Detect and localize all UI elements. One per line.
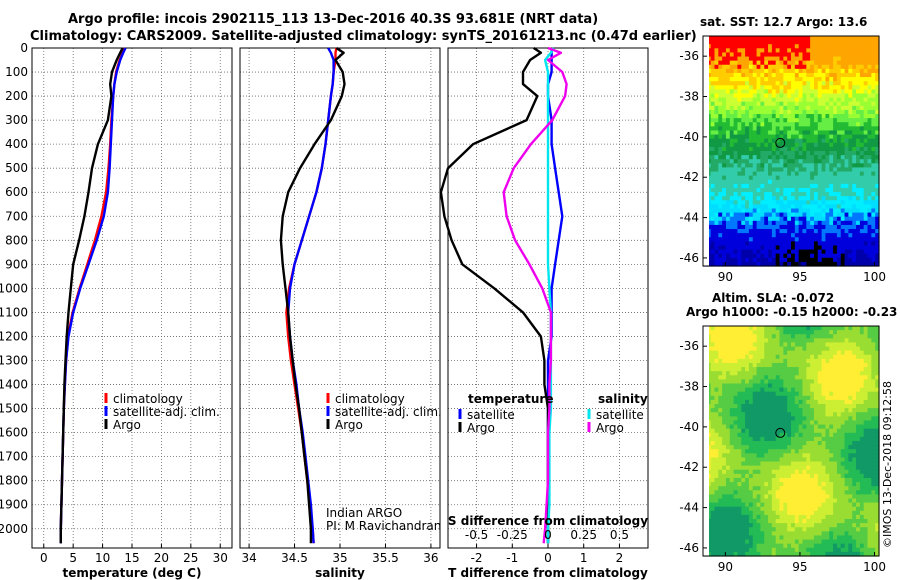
y-tick-label: 700 [5,209,28,223]
y-tick-label: 300 [5,113,28,127]
x-tick-label: 34 [241,551,256,565]
legend-label: satellite-adj. clim. [113,405,220,419]
legend-label: Argo [467,421,495,435]
legend-label: satellite [467,408,515,422]
y-tick-label: 1600 [0,426,28,440]
y-tick-label: 600 [5,185,28,199]
y-tick-label: 1100 [0,305,28,319]
x-tick-label: 2 [616,551,624,565]
legend-label: satellite [596,408,644,422]
y-tick-label: 1800 [0,474,28,488]
y-tick-label: 1900 [0,498,28,512]
y-tick-label: 1500 [0,402,28,416]
legend-label: Argo [596,421,624,435]
y-tick-label: 0 [20,41,28,55]
x-tick-label: 5 [69,551,77,565]
x-axis-label-top: S difference from climatology [448,514,648,528]
temperature-line-2 [59,47,124,544]
x-tick-label: 15 [124,551,139,565]
y-tick-label: 1200 [0,329,28,343]
x-tick-label: 0 [544,551,552,565]
x-tick-label: 20 [154,551,169,565]
x-tick-label: 36 [423,551,438,565]
x-tick-label: 0 [40,551,48,565]
x-tick-label-s: -0.25 [497,528,528,542]
x-tick-label: 35.5 [372,551,399,565]
y-tick-label: 100 [5,65,28,79]
x-axis-label: T difference from climatology [448,566,648,580]
x-tick-label-s: 0.5 [610,528,629,542]
panel-temperature: 0 5 10 15 20 25 300100200300400500600700800900… [0,41,233,580]
x-tick-label: 35 [332,551,347,565]
y-tick-label: 1000 [0,281,28,295]
x-axis-label: temperature (deg C) [63,566,202,580]
legend-group-salinity: salinity [598,392,648,406]
x-tick-label-s: -0.5 [465,528,488,542]
x-tick-label: -1 [506,551,518,565]
salinity-line-1 [287,47,335,544]
y-tick-label: 1400 [0,378,28,392]
legend-label: satellite-adj. clim. [335,405,442,419]
diff-line-3 [502,46,568,544]
panel-difference: -2 -1 0 1 2T difference from climatology S di… [439,46,649,580]
x-tick-label-s: 0.25 [570,528,597,542]
x-axis-label: salinity [315,566,365,580]
x-tick-label: 25 [183,551,198,565]
y-tick-label: 800 [5,233,28,247]
legend-label: climatology [335,392,405,406]
y-tick-label: 1300 [0,354,28,368]
y-tick-label: 400 [5,137,28,151]
annotation-text: PI: M Ravichandran [326,519,441,533]
y-tick-label: 900 [5,257,28,271]
x-tick-label: -2 [471,551,483,565]
x-tick-label: 34.5 [281,551,308,565]
y-tick-label: 1700 [0,450,28,464]
legend-label: Argo [335,418,363,432]
legend-group-temperature: temperature [468,392,553,406]
legend-label: Argo [113,418,141,432]
x-tick-label: 10 [95,551,110,565]
panel-salinity: 34 34.5 35 35.5 36 salinity climatologysatelli… [239,47,442,580]
x-tick-label: 1 [580,551,588,565]
x-tick-label: 30 [213,551,228,565]
diff-line-1 [439,47,550,544]
y-tick-label: 200 [5,89,28,103]
annotation-text: Indian ARGO [326,506,402,520]
legend-label: climatology [113,392,183,406]
x-tick-label-s: 0 [544,528,552,542]
y-tick-label: 500 [5,161,28,175]
y-tick-label: 2000 [0,522,28,536]
